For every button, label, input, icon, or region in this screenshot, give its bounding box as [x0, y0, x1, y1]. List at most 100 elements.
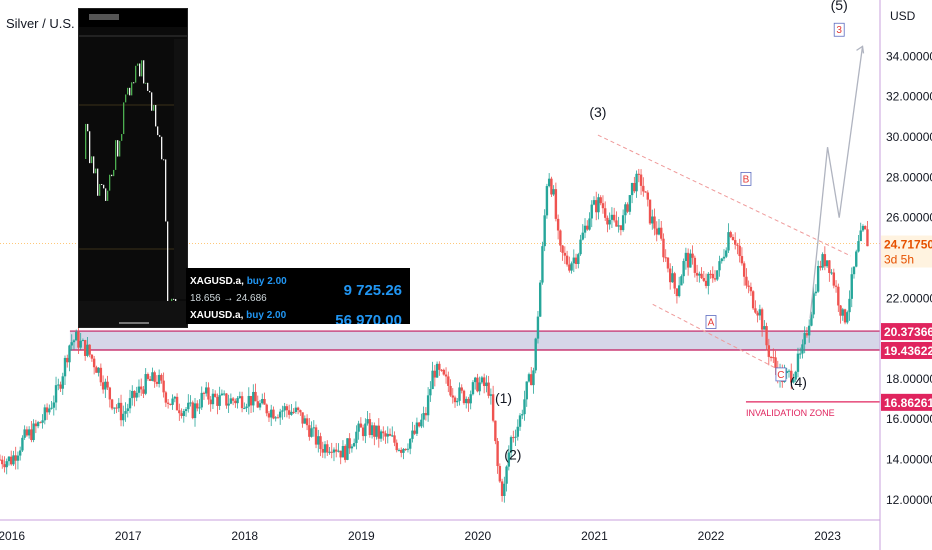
candle-body: [59, 384, 62, 389]
candle-body: [373, 425, 376, 437]
candle-body: [45, 407, 49, 413]
abc-box: [705, 315, 717, 329]
candle-body: [581, 232, 584, 240]
candle-body: [725, 250, 728, 257]
candle-body: [126, 408, 129, 412]
candle-body: [75, 331, 78, 341]
price-tick: 34.00000: [886, 49, 932, 63]
wave-label: (4): [790, 374, 807, 390]
candle-body: [686, 252, 690, 268]
candle-body: [530, 374, 533, 386]
candle-body: [16, 455, 20, 461]
candle-body: [608, 219, 611, 225]
candle-body: [476, 377, 479, 392]
candle-body: [323, 444, 327, 453]
candle-body: [424, 413, 428, 416]
time-tick: 2022: [698, 529, 725, 543]
candle-body: [657, 227, 661, 235]
candle-body: [343, 446, 347, 460]
candle-body: [832, 272, 836, 286]
time-tick: 2016: [0, 529, 25, 543]
candle-body: [545, 186, 549, 216]
phone-candle: [91, 156, 93, 164]
candle-body: [812, 293, 815, 315]
candle-body: [359, 423, 363, 428]
candle-body: [498, 466, 502, 482]
candle-body: [173, 396, 177, 399]
candle-body: [128, 398, 132, 409]
candle-body: [101, 382, 105, 390]
phone-candle: [147, 82, 149, 91]
candle-body: [630, 182, 634, 196]
candle-body: [570, 263, 573, 271]
candle-body: [792, 379, 795, 383]
sr-zone: [69, 331, 880, 350]
candle-body: [577, 254, 580, 264]
candle-body: [758, 309, 762, 316]
price-tick: 26.00000: [886, 211, 932, 225]
candle-body: [411, 430, 414, 439]
candle-body: [18, 450, 22, 456]
candle-body: [738, 245, 741, 257]
candle-body: [460, 387, 463, 391]
candle-body: [106, 381, 109, 388]
candle-body: [339, 450, 342, 458]
candle-body: [751, 291, 755, 309]
candle-body: [684, 252, 688, 262]
candle-body: [848, 298, 851, 313]
trade-line-1: XAGUSD.a, buy 2.00: [190, 276, 287, 287]
candle-body: [218, 395, 221, 406]
candle-body: [606, 217, 609, 225]
abc-label: B: [743, 174, 750, 185]
candle-body: [852, 266, 856, 275]
candle-body: [451, 395, 454, 398]
candle-body: [525, 381, 528, 400]
candle-body: [68, 345, 71, 363]
candle-body: [707, 273, 710, 286]
candle-body: [256, 401, 259, 408]
candle-body: [43, 407, 47, 421]
price-tick: 14.00000: [886, 453, 932, 467]
candle-body: [408, 438, 412, 449]
phone-candle: [149, 90, 151, 93]
candle-body: [426, 395, 430, 416]
candle-body: [590, 204, 593, 219]
candle-body: [227, 403, 230, 406]
candle-body: [444, 374, 448, 377]
candle-body: [352, 443, 356, 447]
phone-candle: [151, 92, 153, 111]
phone-candle: [117, 140, 119, 157]
phone-candle: [131, 82, 133, 96]
candle-body: [516, 426, 519, 437]
candle-body: [666, 257, 670, 269]
candle-body: [617, 225, 620, 227]
candle-body: [565, 255, 569, 265]
candle-body: [505, 466, 508, 484]
time-tick: 2018: [231, 529, 258, 543]
candle-body: [27, 429, 31, 436]
candle-body: [518, 415, 522, 427]
candle-body: [122, 413, 125, 421]
candle-body: [442, 369, 446, 375]
candle-body: [115, 407, 118, 409]
phone-candle: [155, 104, 157, 127]
candle-body: [391, 435, 394, 437]
candle-body: [198, 407, 201, 409]
candle-body: [99, 367, 103, 383]
candle-body: [673, 273, 676, 289]
candle-body: [97, 367, 100, 373]
candle-body: [108, 387, 112, 400]
candle-body: [453, 397, 457, 403]
wave-label: (2): [504, 447, 521, 463]
candle-body: [465, 398, 468, 404]
wave-label: (5): [831, 0, 848, 13]
candle-body: [713, 278, 717, 280]
candle-body: [202, 392, 206, 394]
candle-body: [814, 291, 818, 294]
phone-candle: [95, 168, 97, 174]
price-tag-bg: [881, 323, 932, 341]
price-tick: 18.00000: [886, 372, 932, 386]
phone-screenshot-inset: [78, 8, 188, 328]
